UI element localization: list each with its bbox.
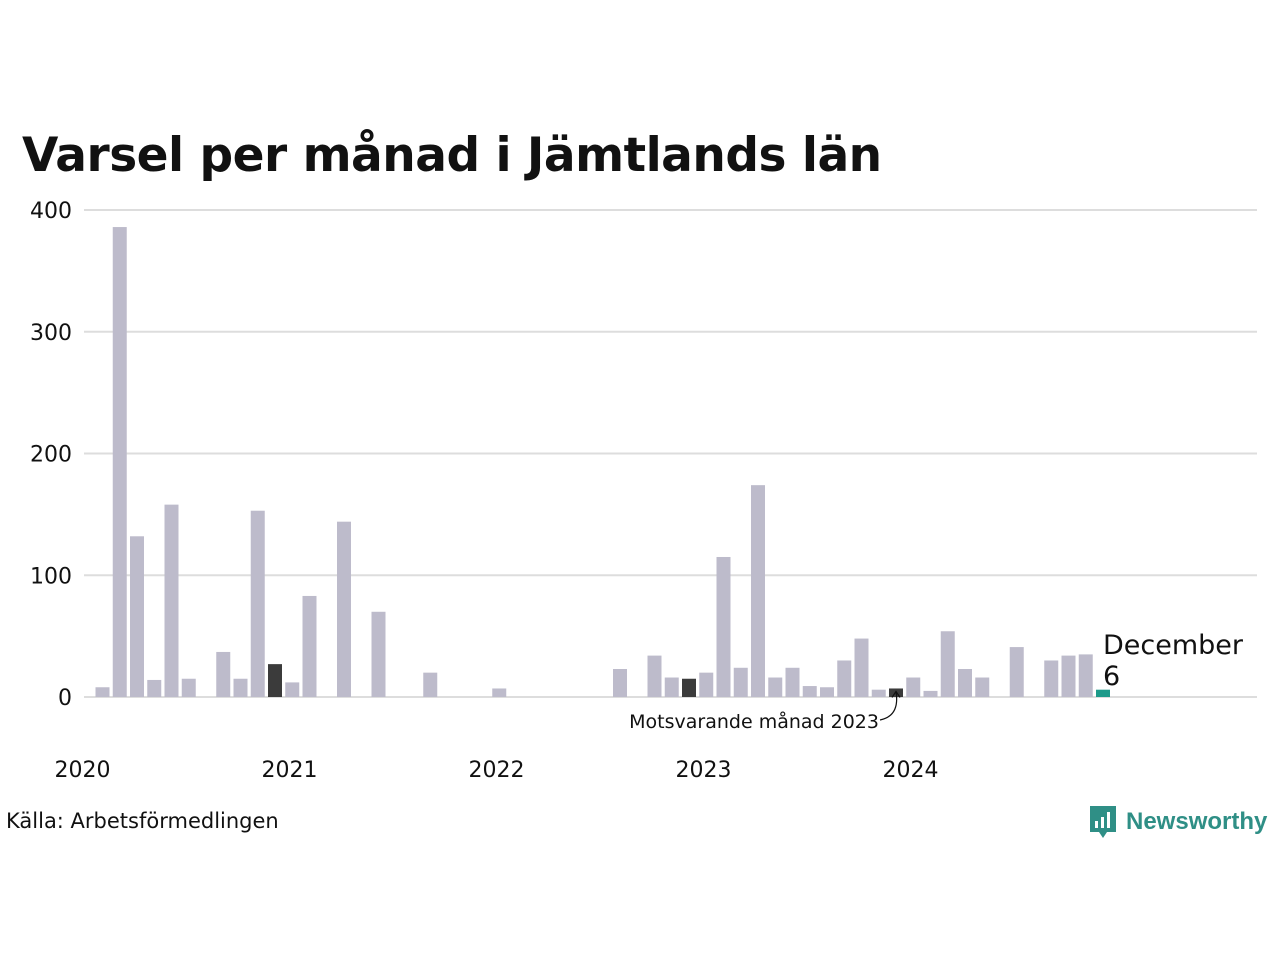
bar-2024-04 <box>975 677 990 697</box>
bar-2020-11 <box>268 664 282 697</box>
x-axis-ticks: 2020 2021 2022 2023 2024 <box>55 758 939 783</box>
bar-2024-08 <box>1044 660 1059 697</box>
newsworthy-logo-icon <box>1090 806 1116 838</box>
brand-name: Newsworthy <box>1126 808 1268 835</box>
bar-2024-06 <box>1009 647 1024 697</box>
bar-2023-08 <box>837 660 852 697</box>
bar-2021-12 <box>492 688 507 697</box>
x-tick-label: 2020 <box>55 758 111 783</box>
x-tick-label: 2022 <box>469 758 525 783</box>
y-tick-label: 400 <box>30 199 72 224</box>
bars <box>95 227 1110 698</box>
bar-2020-03 <box>130 536 144 697</box>
annotations: Motsvarande månad 2023 December 6 <box>629 630 1244 733</box>
bar-2020-04 <box>147 679 162 697</box>
bar-2020-06 <box>181 678 196 697</box>
source-note: Källa: Arbetsförmedlingen <box>6 809 279 833</box>
bar-2023-09 <box>854 638 869 697</box>
bar-2023-10 <box>871 689 886 697</box>
chart-title: Varsel per månad i Jämtlands län <box>22 128 882 183</box>
bar-2020-05 <box>164 504 179 697</box>
bar-2024-02 <box>940 631 955 697</box>
bar-2022-12 <box>699 672 714 697</box>
latest-month-label: December <box>1103 630 1244 661</box>
bar-2023-03 <box>751 485 765 697</box>
bar-2024-09 <box>1061 655 1076 697</box>
bar-2020-12 <box>285 682 300 697</box>
x-tick-label: 2023 <box>676 758 732 783</box>
annotation-arrowhead <box>891 690 901 698</box>
bar-2023-05 <box>785 667 800 697</box>
y-tick-label: 0 <box>58 686 72 711</box>
x-tick-label: 2021 <box>262 758 318 783</box>
y-tick-label: 300 <box>30 321 72 346</box>
bar-2020-08 <box>216 651 231 697</box>
x-tick-label: 2024 <box>883 758 939 783</box>
bar-2022-10 <box>664 677 679 697</box>
bar-2022-09 <box>647 655 662 697</box>
bar-2021-05 <box>371 611 386 697</box>
bar-2021-08 <box>423 672 438 697</box>
bar-2023-07 <box>820 687 834 697</box>
bar-2020-09 <box>233 678 248 697</box>
bar-2022-07 <box>613 668 627 697</box>
bar-2020-01 <box>95 687 110 697</box>
bar-2023-12 <box>906 677 921 697</box>
comparison-annotation-text: Motsvarande månad 2023 <box>629 710 879 733</box>
bar-2024-10 <box>1078 654 1093 697</box>
bar-2024-03 <box>958 668 972 697</box>
bar-2021-01 <box>302 595 317 697</box>
bar-2020-10 <box>250 510 265 697</box>
y-axis-ticks: 0 100 200 300 400 <box>30 199 72 711</box>
bar-2024-11 <box>1096 689 1110 697</box>
y-tick-label: 200 <box>30 443 72 468</box>
bar-chart: 0 100 200 300 400 2020 2021 2022 2023 2024 Motsv… <box>30 199 1257 783</box>
latest-value-label: 6 <box>1103 661 1120 692</box>
bar-2024-01 <box>923 690 938 697</box>
bar-2023-01 <box>716 556 731 697</box>
bar-2023-04 <box>768 677 783 697</box>
bar-2020-02 <box>112 227 127 698</box>
y-tick-label: 100 <box>30 564 72 589</box>
bar-2023-02 <box>733 667 748 697</box>
brand-logo: Newsworthy <box>1088 802 1267 842</box>
bar-2021-03 <box>337 521 351 697</box>
bar-2022-11 <box>682 678 696 697</box>
annotation-arrow <box>879 691 898 721</box>
bar-2023-06 <box>802 686 817 697</box>
